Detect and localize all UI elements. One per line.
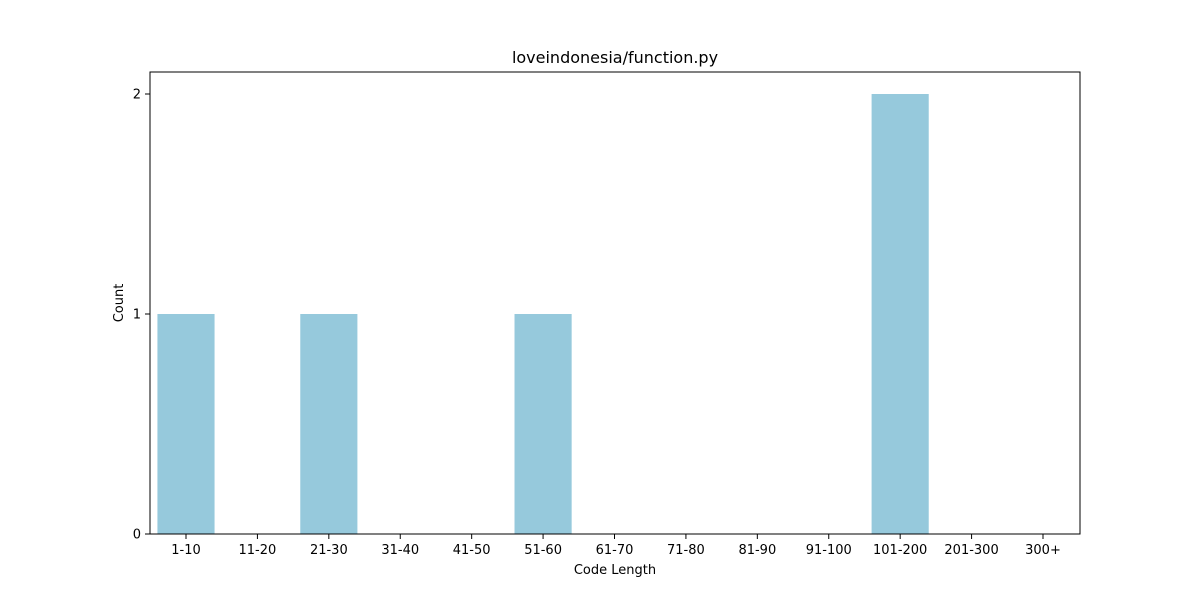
bar-21-30 [300, 314, 358, 534]
x-tick-label: 31-40 [381, 543, 419, 558]
y-tick-label: 2 [133, 88, 141, 103]
x-tick-label: 201-300 [944, 543, 998, 558]
chart-title: loveindonesia/function.py [512, 48, 718, 67]
x-tick-label: 101-200 [873, 543, 927, 558]
bars-layer [157, 94, 929, 534]
x-tick-label: 51-60 [524, 543, 562, 558]
y-axis-label: Count [112, 284, 127, 323]
y-axis: 0 1 2 [133, 88, 150, 543]
bar-101-200 [871, 94, 929, 534]
x-tick-label: 91-100 [806, 543, 852, 558]
x-tick-label: 61-70 [596, 543, 634, 558]
x-tick-label: 300+ [1025, 543, 1061, 558]
x-tick-label: 21-30 [310, 543, 348, 558]
x-tick-label: 71-80 [667, 543, 705, 558]
x-tick-label: 1-10 [171, 543, 201, 558]
bar-1-10 [157, 314, 215, 534]
x-tick-label: 41-50 [453, 543, 491, 558]
x-axis-label: Code Length [574, 563, 656, 578]
x-tick-label: 81-90 [738, 543, 776, 558]
y-tick-label: 0 [133, 528, 141, 543]
bar-51-60 [514, 314, 572, 534]
plot-frame [149, 71, 1081, 535]
x-axis: 1-10 11-20 21-30 31-40 41-50 51-60 61-70 71-80 8… [171, 534, 1061, 558]
y-tick-label: 1 [133, 308, 141, 323]
x-tick-label: 11-20 [239, 543, 277, 558]
